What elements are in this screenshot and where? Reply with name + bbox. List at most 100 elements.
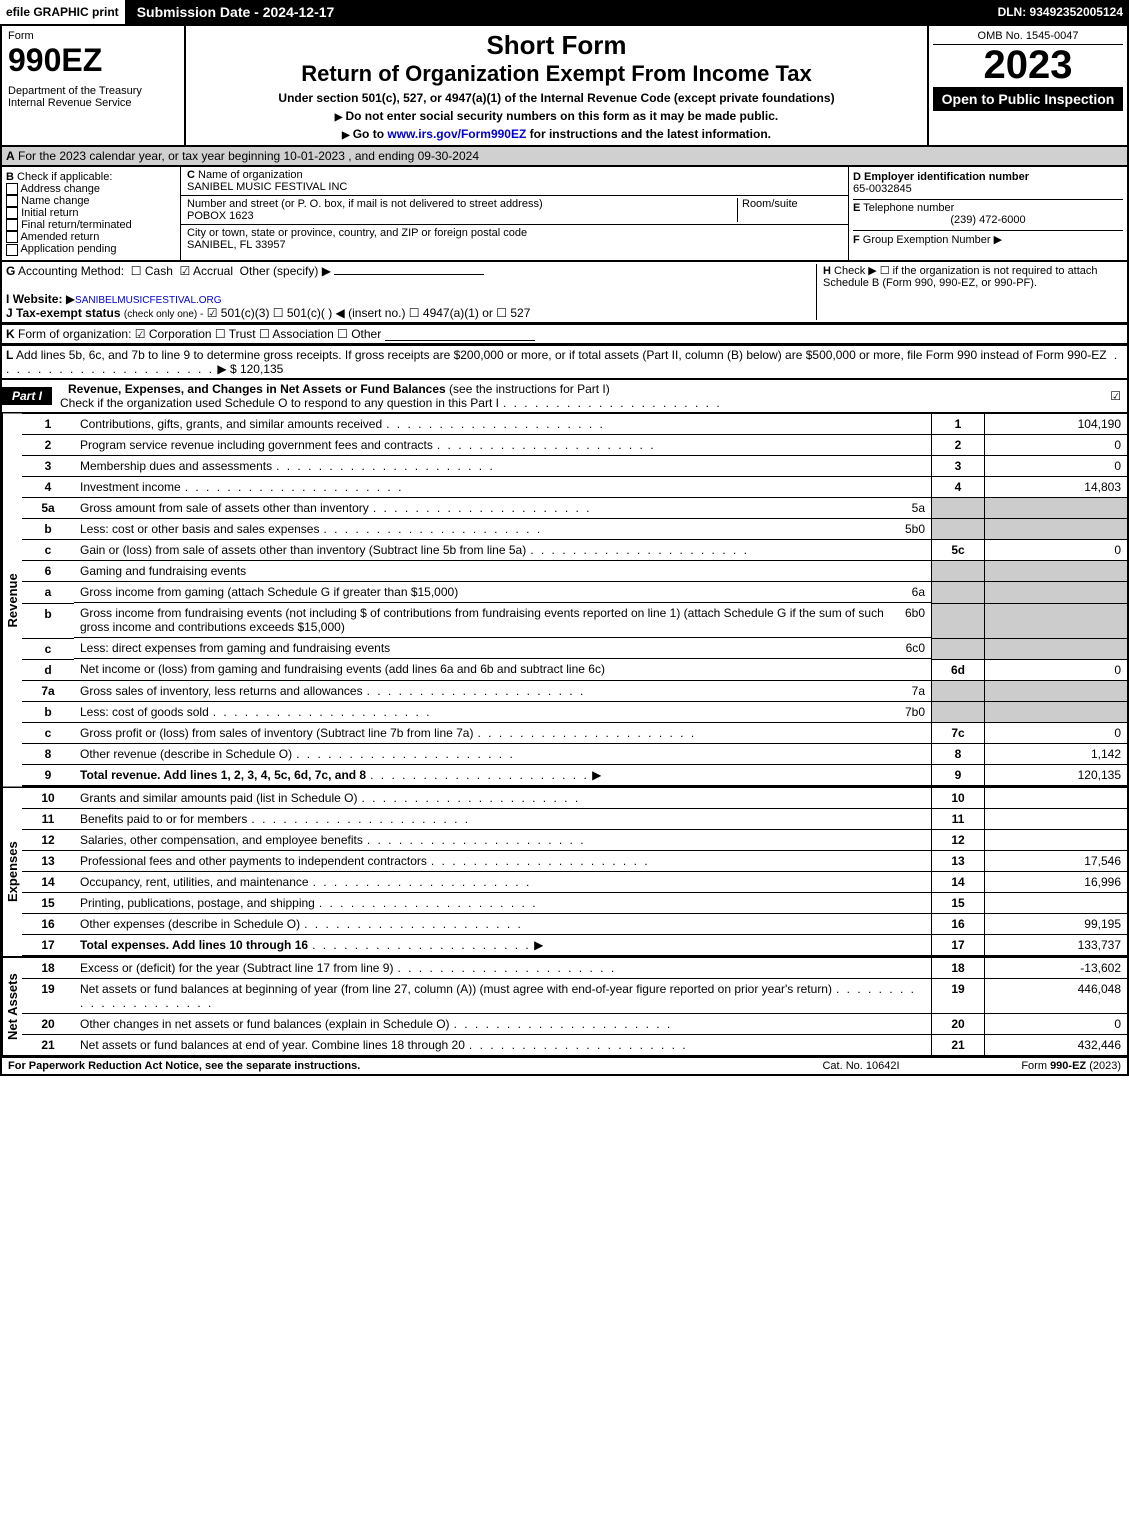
l-text: Add lines 5b, 6c, and 7b to line 9 to de…	[16, 348, 1107, 362]
footer-left: For Paperwork Reduction Act Notice, see …	[8, 1060, 761, 1072]
netassets-label: Net Assets	[2, 958, 22, 1055]
chk-amended[interactable]	[6, 231, 18, 243]
c-name-row: C Name of organizationSANIBEL MUSIC FEST…	[181, 167, 848, 196]
line-18: 18Excess or (deficit) for the year (Subt…	[22, 958, 1127, 979]
opt-name: Name change	[21, 195, 90, 207]
website-link[interactable]: SANIBELMUSICFESTIVAL.ORG	[75, 295, 222, 306]
line-17: 17Total expenses. Add lines 10 through 1…	[22, 935, 1127, 956]
h-text: Check ▶ ☐ if the organization is not req…	[823, 265, 1098, 289]
phone: (239) 472-6000	[853, 214, 1123, 226]
line-15: 15Printing, publications, postage, and s…	[22, 893, 1127, 914]
tax-year: 2023	[933, 45, 1123, 85]
netassets-section: Net Assets 18Excess or (deficit) for the…	[0, 956, 1129, 1057]
chk-pending[interactable]	[6, 244, 18, 256]
expenses-label: Expenses	[2, 788, 22, 956]
line-21: 21Net assets or fund balances at end of …	[22, 1035, 1127, 1056]
line-14: 14Occupancy, rent, utilities, and mainte…	[22, 872, 1127, 893]
c-city-row: City or town, state or province, country…	[181, 225, 848, 253]
col-b: B Check if applicable: Address change Na…	[2, 167, 181, 260]
row-a: A For the 2023 calendar year, or tax yea…	[0, 147, 1129, 167]
efile-label: efile GRAPHIC print	[0, 0, 127, 24]
line-2: 2Program service revenue including gover…	[22, 434, 1127, 455]
d-lbl: Employer identification number	[864, 171, 1029, 183]
line-5b: bLess: cost or other basis and sales exp…	[22, 519, 1127, 540]
l-val: $ 120,135	[230, 362, 283, 376]
line-16: 16Other expenses (describe in Schedule O…	[22, 914, 1127, 935]
part1-header: Part I Revenue, Expenses, and Changes in…	[0, 380, 1129, 414]
line-7b: bLess: cost of goods sold7b0	[22, 702, 1127, 723]
j-sub: (check only one) -	[124, 309, 203, 320]
dept-treasury: Department of the Treasury Internal Reve…	[8, 85, 178, 109]
line-6a: aGross income from gaming (attach Schedu…	[22, 582, 1127, 604]
j-opts: ☑ 501(c)(3) ☐ 501(c)( ) ◀ (insert no.) ☐…	[207, 306, 531, 320]
expenses-section: Expenses 10Grants and similar amounts pa…	[0, 786, 1129, 956]
opt-amended: Amended return	[20, 231, 99, 243]
revenue-label: Revenue	[2, 414, 22, 787]
g-cash: Cash	[145, 264, 173, 278]
line-20: 20Other changes in net assets or fund ba…	[22, 1014, 1127, 1035]
part1-badge: Part I	[2, 387, 52, 405]
header-left: Form 990EZ Department of the Treasury In…	[2, 26, 186, 145]
c-name-lbl: Name of organization	[198, 169, 303, 181]
subtitle-2: Do not enter social security numbers on …	[192, 109, 921, 123]
line-5c: cGain or (loss) from sale of assets othe…	[22, 540, 1127, 561]
org-street: POBOX 1623	[187, 210, 254, 222]
b-label: Check if applicable:	[17, 171, 112, 183]
footer-right: Form 990-EZ (2023)	[961, 1060, 1121, 1072]
open-inspection: Open to Public Inspection	[933, 87, 1123, 111]
g-accrual: Accrual	[193, 264, 233, 278]
line-7a: 7aGross sales of inventory, less returns…	[22, 680, 1127, 702]
part1-title: Revenue, Expenses, and Changes in Net As…	[60, 382, 446, 396]
g-other: Other (specify)	[240, 264, 319, 278]
col-c: C Name of organizationSANIBEL MUSIC FEST…	[181, 167, 848, 260]
k-opts: ☑ Corporation ☐ Trust ☐ Association ☐ Ot…	[135, 327, 381, 341]
c-city-lbl: City or town, state or province, country…	[187, 227, 527, 239]
chk-address[interactable]	[6, 183, 18, 195]
footer-cat: Cat. No. 10642I	[761, 1060, 961, 1072]
line-11: 11Benefits paid to or for members11	[22, 809, 1127, 830]
chk-initial[interactable]	[6, 207, 18, 219]
i-lbl: Website:	[13, 292, 63, 306]
submission-date: Submission Date - 2024-12-17	[127, 4, 345, 20]
line-9: 9Total revenue. Add lines 1, 2, 3, 4, 5c…	[22, 765, 1127, 786]
line-10: 10Grants and similar amounts paid (list …	[22, 788, 1127, 809]
g-lbl: Accounting Method:	[18, 264, 124, 278]
room-lbl: Room/suite	[737, 198, 842, 222]
line-6d: dNet income or (loss) from gaming and fu…	[22, 659, 1127, 680]
f-lbl: Group Exemption Number	[863, 234, 991, 246]
j-lbl: Tax-exempt status	[16, 306, 120, 320]
c-street-lbl: Number and street (or P. O. box, if mail…	[187, 198, 543, 210]
opt-final: Final return/terminated	[21, 219, 132, 231]
footer: For Paperwork Reduction Act Notice, see …	[0, 1057, 1129, 1076]
c-street-row: Number and street (or P. O. box, if mail…	[181, 196, 848, 225]
line-6c: cLess: direct expenses from gaming and f…	[22, 638, 1127, 659]
row-a-text: For the 2023 calendar year, or tax year …	[18, 149, 479, 163]
info-grid: B Check if applicable: Address change Na…	[0, 167, 1129, 262]
row-g-h: G Accounting Method: ☐ Cash ☑ Accrual Ot…	[0, 262, 1129, 324]
line-3: 3Membership dues and assessments30	[22, 455, 1127, 476]
line-12: 12Salaries, other compensation, and empl…	[22, 830, 1127, 851]
revenue-section: Revenue 1Contributions, gifts, grants, a…	[0, 414, 1129, 787]
k-lbl: Form of organization:	[18, 327, 131, 341]
line-6: 6Gaming and fundraising events	[22, 561, 1127, 582]
opt-pending: Application pending	[20, 243, 116, 255]
f-arrow: ▶	[994, 234, 1002, 246]
line-4: 4Investment income414,803	[22, 476, 1127, 497]
chk-name[interactable]	[6, 195, 18, 207]
e-lbl: Telephone number	[863, 202, 954, 214]
row-k: K Form of organization: ☑ Corporation ☐ …	[0, 324, 1129, 345]
irs-link[interactable]: www.irs.gov/Form990EZ	[387, 127, 526, 141]
col-def: D Employer identification number 65-0032…	[848, 167, 1127, 260]
ein: 65-0032845	[853, 183, 912, 195]
form-label: Form	[8, 30, 178, 42]
opt-address: Address change	[20, 183, 100, 195]
row-l: L Add lines 5b, 6c, and 7b to line 9 to …	[0, 345, 1129, 380]
chk-final[interactable]	[6, 219, 18, 231]
short-form-title: Short Form	[192, 30, 921, 61]
line-7c: cGross profit or (loss) from sales of in…	[22, 723, 1127, 744]
part1-check: Check if the organization used Schedule …	[60, 396, 499, 410]
subtitle-1: Under section 501(c), 527, or 4947(a)(1)…	[192, 91, 921, 105]
header-right: OMB No. 1545-0047 2023 Open to Public In…	[927, 26, 1127, 145]
org-city: SANIBEL, FL 33957	[187, 239, 286, 251]
opt-initial: Initial return	[21, 207, 78, 219]
